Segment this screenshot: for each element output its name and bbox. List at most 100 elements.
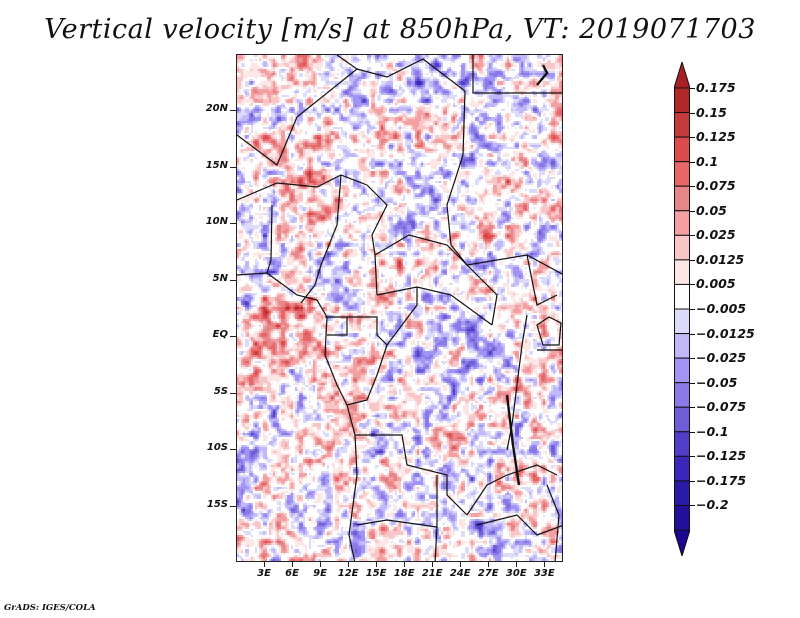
colorbar-label: 0.005 xyxy=(696,276,736,292)
lon-tick xyxy=(376,562,378,567)
lon-tick xyxy=(264,562,266,567)
colorbar-label: 0.125 xyxy=(696,129,736,145)
colorbar-label: 0.025 xyxy=(696,227,736,243)
lat-tick xyxy=(230,449,236,451)
colorbar-segment xyxy=(674,455,690,482)
lat-label: 10N xyxy=(205,216,228,228)
lon-label: 3E xyxy=(257,568,271,579)
colorbar-label: −0.05 xyxy=(696,374,738,390)
colorbar-tick xyxy=(690,407,695,409)
lat-label: 20N xyxy=(205,103,228,115)
lat-tick xyxy=(230,279,236,281)
colorbar-segment xyxy=(674,480,690,506)
colorbar-tick xyxy=(690,284,695,286)
lat-tick xyxy=(230,392,236,394)
colorbar xyxy=(674,62,690,556)
vertical-velocity-field xyxy=(237,55,562,561)
border-cameroon-car xyxy=(374,254,378,296)
lon-tick xyxy=(516,562,518,567)
colorbar-tick xyxy=(690,358,695,360)
colorbar-label: 0.075 xyxy=(696,178,736,194)
border-benin-nigeria xyxy=(266,204,273,274)
colorbar-segment xyxy=(674,234,690,261)
border-ssudan-east xyxy=(526,254,558,306)
coast-west-africa xyxy=(237,272,356,436)
lat-tick xyxy=(230,110,236,112)
border-car-south xyxy=(376,286,493,326)
colorbar-tick xyxy=(690,431,695,433)
colorbar-tick xyxy=(690,88,695,89)
lat-tick xyxy=(230,166,236,168)
border-mozambique xyxy=(546,484,560,561)
coast-southwest xyxy=(348,434,358,561)
colorbar-label: −0.075 xyxy=(696,399,747,415)
lat-label: 5S xyxy=(213,385,228,397)
lake-victoria xyxy=(536,316,562,346)
colorbar-label: −0.0125 xyxy=(696,325,755,341)
lon-label: 21E xyxy=(421,568,443,579)
lon-label: 18E xyxy=(393,568,415,579)
border-zambia xyxy=(466,464,558,516)
colorbar-segment xyxy=(674,185,690,212)
colorbar-tick xyxy=(690,112,695,114)
lon-label: 9E xyxy=(313,568,327,579)
lon-tick xyxy=(320,562,322,567)
border-chad-sudan xyxy=(446,90,468,266)
colorbar-tick xyxy=(690,161,695,163)
lon-label: 6E xyxy=(285,568,299,579)
lat-label: EQ xyxy=(212,329,228,341)
border-niger-nigeria xyxy=(237,174,368,201)
lon-label: 12E xyxy=(337,568,359,579)
lat-tick xyxy=(230,223,236,225)
colorbar-segment xyxy=(674,210,690,236)
colorbar-segment xyxy=(674,161,690,187)
lon-label: 30E xyxy=(505,568,527,579)
border-namibia-botswana xyxy=(434,526,438,561)
border-car-north xyxy=(374,234,498,326)
colorbar-segment xyxy=(674,259,690,285)
lon-tick xyxy=(404,562,406,567)
colorbar-label: −0.005 xyxy=(696,301,747,316)
colorbar-segment xyxy=(674,504,690,531)
lon-label: 33E xyxy=(533,568,555,579)
border-drc-east xyxy=(506,314,528,451)
colorbar-label: 0.175 xyxy=(696,80,736,95)
lake-nasser xyxy=(536,64,549,86)
border-libya-egypt xyxy=(472,55,562,94)
map-panel xyxy=(236,54,563,562)
colorbar-segment xyxy=(674,308,690,335)
border-chad-west xyxy=(366,184,388,256)
lat-tick xyxy=(230,336,236,338)
colorbar-tick xyxy=(690,456,695,458)
lat-label: 15S xyxy=(206,498,228,510)
border-zambia-zimbabwe xyxy=(476,514,562,536)
lat-label: 10S xyxy=(206,442,228,454)
border-nigeria-cameroon xyxy=(300,174,342,304)
colorbar-label: −0.025 xyxy=(696,350,747,366)
colorbar-segment xyxy=(674,357,690,384)
colorbar-over-arrow xyxy=(674,62,690,89)
colorbar-tick xyxy=(690,137,695,139)
colorbar-tick xyxy=(690,505,695,507)
lon-tick xyxy=(432,562,434,567)
colorbar-label: 0.05 xyxy=(696,202,727,218)
border-algeria-niger xyxy=(237,55,359,166)
border-gabon xyxy=(325,316,348,336)
colorbar-label: −0.125 xyxy=(696,448,747,464)
border-drc-angola xyxy=(355,434,468,516)
border-sudan-ssudan xyxy=(466,254,562,275)
colorbar-label: 0.15 xyxy=(696,104,727,120)
lat-label: 15N xyxy=(205,159,228,171)
lon-tick xyxy=(488,562,490,567)
colorbar-segment xyxy=(674,136,690,163)
grads-credit: GrADS: IGES/COLA xyxy=(4,603,96,613)
chart-title: Vertical velocity [m/s] at 850hPa, VT: 2… xyxy=(44,14,756,45)
lon-label: 24E xyxy=(449,568,471,579)
lon-tick xyxy=(292,562,294,567)
colorbar-label: 0.1 xyxy=(696,153,719,169)
colorbar-tick xyxy=(690,382,695,384)
country-borders xyxy=(237,55,562,561)
colorbar-segment xyxy=(674,87,690,114)
colorbar-label: 0.0125 xyxy=(696,251,745,267)
border-libya-chad xyxy=(356,58,466,92)
